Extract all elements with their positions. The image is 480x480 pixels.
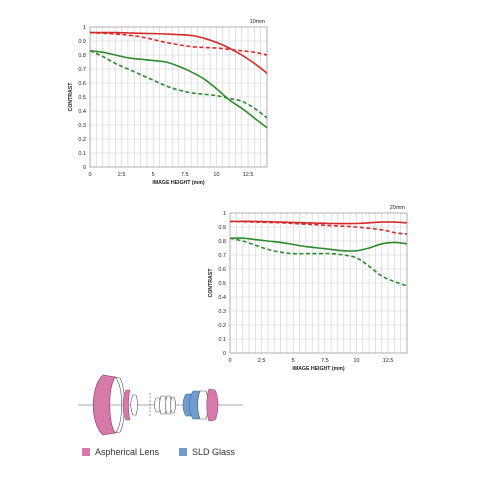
x-tick-label: 2.5 xyxy=(118,172,126,178)
y-axis-title: CONTRAST xyxy=(68,82,74,112)
y-tick-label: 0.8 xyxy=(78,53,86,59)
x-tick-label: 0 xyxy=(88,172,91,178)
mtf-chart-10mm: 00.10.20.30.40.50.60.70.80.910 2.5 5 7.5 10 1… xyxy=(68,19,268,186)
y-tick-label: 0.5 xyxy=(218,281,226,287)
y-tick-label: 0.9 xyxy=(218,225,226,231)
aspherical-element xyxy=(122,389,131,421)
x-tick-label: 12.5 xyxy=(243,172,254,178)
x-tick-label: 0 xyxy=(228,358,231,364)
lens-legend: Aspherical Lens SLD Glass xyxy=(82,447,235,457)
series-line-0 xyxy=(89,31,268,74)
y-tick-label: 0.7 xyxy=(78,67,86,73)
y-tick-label: 0.1 xyxy=(218,337,226,343)
x-tick-label: 10 xyxy=(213,172,219,178)
y-tick-label: 0 xyxy=(223,351,226,357)
lens-element xyxy=(130,394,138,416)
series-line-3 xyxy=(89,50,268,119)
x-tick-label: 2.5 xyxy=(258,358,266,364)
legend-label: Aspherical Lens xyxy=(95,447,160,457)
y-tick-label: 0.9 xyxy=(78,39,86,45)
series-line-2 xyxy=(89,50,268,129)
y-tick-label: 0.1 xyxy=(78,151,86,157)
legend-item-sld: SLD Glass xyxy=(179,447,235,457)
legend-label: SLD Glass xyxy=(192,447,236,457)
x-tick-label: 7.5 xyxy=(181,172,189,178)
x-tick-label: 5 xyxy=(292,358,295,364)
lens-element xyxy=(113,376,125,434)
aspherical-swatch xyxy=(82,448,90,456)
x-axis-title: IMAGE HEIGHT (mm) xyxy=(152,180,204,186)
series-line-1 xyxy=(89,31,268,56)
y-tick-label: 0.3 xyxy=(78,123,86,129)
plot-frame xyxy=(89,26,268,168)
x-tick-label: 7.5 xyxy=(321,358,329,364)
y-tick-label: 0.7 xyxy=(218,253,226,259)
plot-frame xyxy=(229,212,408,354)
aspherical-element xyxy=(206,388,219,422)
y-tick-label: 0.2 xyxy=(78,137,86,143)
focal-length-label: 10mm xyxy=(250,19,266,25)
y-tick-label: 0.8 xyxy=(218,239,226,245)
series-line-1 xyxy=(229,220,408,235)
y-tick-label: 0.6 xyxy=(78,81,86,87)
x-tick-label: 12.5 xyxy=(383,358,394,364)
aspherical-element xyxy=(92,374,116,436)
series-line-2 xyxy=(229,237,408,252)
y-tick-label: 0.5 xyxy=(78,95,86,101)
y-tick-label: 0.3 xyxy=(218,309,226,315)
y-tick-label: 0.6 xyxy=(218,267,226,273)
y-tick-label: 0.4 xyxy=(78,109,86,115)
grid xyxy=(229,212,408,354)
y-tick-label: 0.2 xyxy=(218,323,226,329)
sld-swatch xyxy=(179,448,188,456)
x-tick-label: 5 xyxy=(152,172,155,178)
legend-item-aspherical: Aspherical Lens xyxy=(82,447,159,457)
x-tick-label: 10 xyxy=(353,358,359,364)
y-tick-label: 0.4 xyxy=(218,295,226,301)
grid xyxy=(89,26,268,168)
y-axis-title: CONTRAST xyxy=(208,268,214,298)
lens-element xyxy=(170,396,176,414)
series-line-0 xyxy=(229,220,408,225)
lens-construction-diagram xyxy=(78,374,243,436)
x-axis-title: IMAGE HEIGHT (mm) xyxy=(292,366,344,372)
y-tick-label: 1 xyxy=(223,211,226,217)
focal-length-label: 20mm xyxy=(390,205,406,211)
y-tick-label: 1 xyxy=(83,25,86,31)
mtf-chart-20mm: 00.10.20.30.40.50.60.70.80.910 2.5 5 7.5 10 1… xyxy=(208,205,408,372)
y-tick-label: 0 xyxy=(83,165,86,171)
